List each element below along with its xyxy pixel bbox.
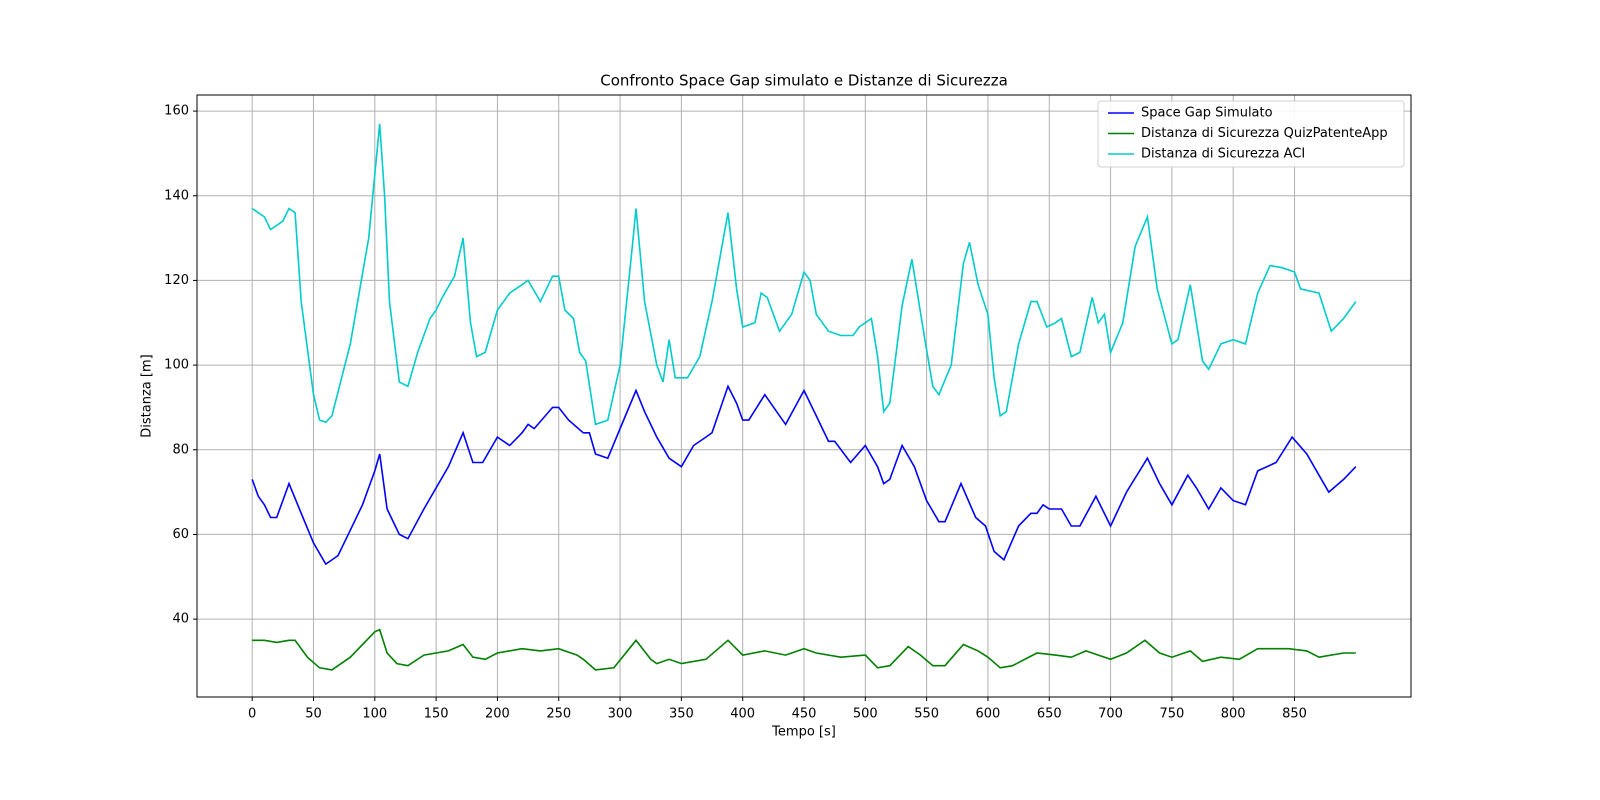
series-line xyxy=(251,384,1357,566)
chart-title: Confronto Space Gap simulato e Distanze … xyxy=(600,72,1008,90)
x-tick-label: 750 xyxy=(1159,707,1184,722)
x-tick-label: 200 xyxy=(485,707,510,722)
x-tick-label: 400 xyxy=(730,707,755,722)
x-tick-label: 600 xyxy=(976,707,1001,722)
series-line xyxy=(251,123,1357,426)
y-tick-label: 40 xyxy=(172,612,189,627)
x-tick-label: 50 xyxy=(305,707,322,722)
x-tick-label: 300 xyxy=(608,707,633,722)
plot-frame xyxy=(196,94,1412,698)
x-tick-label: 100 xyxy=(362,707,387,722)
x-tick-label: 250 xyxy=(546,707,571,722)
x-axis-label: Tempo [s] xyxy=(771,725,836,740)
x-tick-label: 450 xyxy=(792,707,817,722)
legend-box xyxy=(1097,100,1405,168)
x-tick-label: 650 xyxy=(1037,707,1062,722)
legend-label: Distanza di Sicurezza ACI xyxy=(1141,147,1305,162)
x-tick-label: 350 xyxy=(669,707,694,722)
y-axis-label: Distanza [m] xyxy=(140,354,155,437)
series-line xyxy=(252,628,1356,671)
y-tick-label: 140 xyxy=(164,188,189,203)
legend-label: Space Gap Simulato xyxy=(1141,106,1273,121)
y-tick-label: 160 xyxy=(164,104,189,119)
x-tick-label: 800 xyxy=(1221,707,1246,722)
x-tick-label: 550 xyxy=(914,707,939,722)
x-tick-label: 150 xyxy=(424,707,449,722)
y-tick-label: 100 xyxy=(164,358,189,373)
y-tick-label: 80 xyxy=(172,442,189,457)
x-tick-label: 850 xyxy=(1282,707,1307,722)
x-tick-label: 500 xyxy=(853,707,878,722)
y-tick-label: 60 xyxy=(172,527,189,542)
y-tick-label: 120 xyxy=(164,273,189,288)
x-tick-label: 700 xyxy=(1098,707,1123,722)
x-tick-label: 0 xyxy=(248,707,256,722)
legend-label: Distanza di Sicurezza QuizPatenteApp xyxy=(1141,126,1388,141)
